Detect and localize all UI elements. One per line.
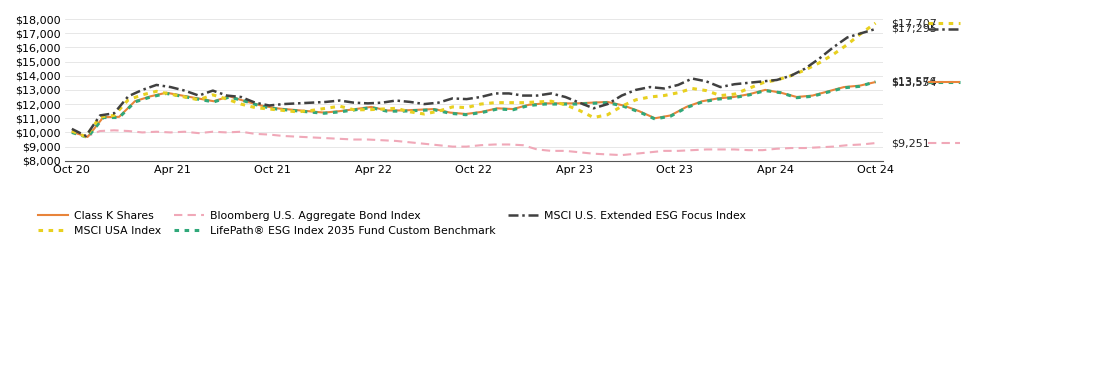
Text: $9,251: $9,251 [891,138,930,148]
Legend: Class K Shares, MSCI USA Index, Bloomberg U.S. Aggregate Bond Index, LifePath® E: Class K Shares, MSCI USA Index, Bloomber… [34,206,750,240]
Text: $17,707: $17,707 [891,18,936,28]
Text: $13,576: $13,576 [891,77,936,87]
Text: $13,554: $13,554 [891,77,936,87]
Text: $17,295: $17,295 [891,24,936,34]
